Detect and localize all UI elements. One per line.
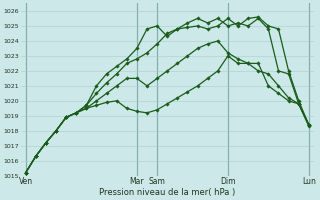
- X-axis label: Pression niveau de la mer( hPa ): Pression niveau de la mer( hPa ): [99, 188, 236, 197]
